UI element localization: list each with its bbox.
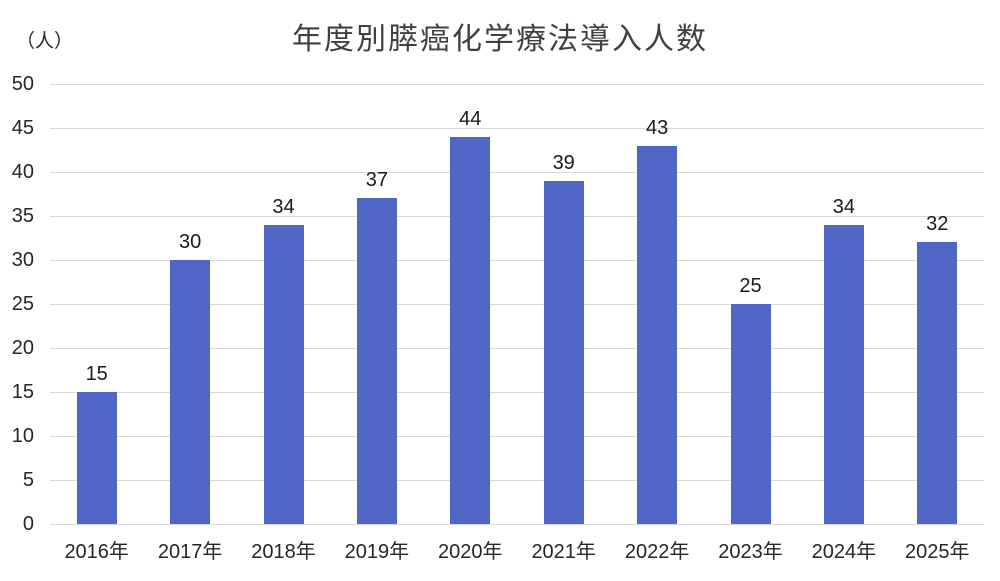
chart-title: 年度別膵癌化学療法導入人数	[292, 23, 708, 56]
x-axis-tick-label: 2016年	[64, 541, 129, 563]
bar-value-label: 30	[178, 231, 202, 253]
x-axis-tick-label: 2024年	[811, 541, 877, 563]
bar-2024年	[823, 224, 864, 524]
bar-value-label: 43	[645, 116, 669, 139]
gridline	[50, 303, 984, 305]
y-axis-tick-label: 5	[22, 469, 34, 491]
gridline	[50, 127, 984, 129]
x-axis-tick-label: 2023年	[718, 541, 783, 563]
x-axis-tick-label: 2021年	[531, 541, 596, 563]
bar-value-label: 25	[739, 275, 762, 297]
bar-value-label: 34	[832, 195, 856, 218]
x-axis-tick-label: 2025年	[905, 541, 970, 563]
x-axis-tick-label: 2022年	[624, 541, 690, 563]
bar-2020年	[450, 136, 491, 524]
gridline	[50, 347, 984, 349]
gridline	[50, 171, 984, 173]
y-axis-tick-label: 50	[11, 73, 34, 95]
y-axis-tick-label: 15	[11, 381, 34, 403]
x-axis-tick-label: 2019年	[344, 541, 410, 563]
bar-2016年	[76, 392, 117, 524]
y-axis-tick-label: 45	[11, 117, 34, 139]
y-axis-tick-label: 40	[11, 161, 34, 183]
gridline	[50, 391, 984, 393]
gridline	[50, 83, 984, 85]
y-axis-tick-label: 20	[11, 337, 34, 359]
y-axis-tick-label: 0	[22, 513, 34, 535]
bar-2017年	[170, 260, 211, 524]
bar-value-label: 34	[272, 195, 295, 218]
bar-value-label: 39	[552, 151, 575, 174]
bar-2025年	[917, 242, 958, 524]
bar-value-label: 32	[926, 213, 949, 236]
y-axis-unit-label: （人）	[16, 31, 74, 52]
bar-2021年	[543, 180, 584, 524]
gridline	[50, 435, 984, 437]
y-axis-tick-label: 10	[11, 425, 34, 447]
x-axis-tick-label: 2020年	[438, 541, 503, 563]
gridline	[50, 259, 984, 261]
y-axis-tick-label: 30	[11, 249, 34, 271]
gridline	[50, 479, 984, 481]
bar-2023年	[730, 304, 771, 524]
bar-2022年	[637, 145, 678, 524]
bar-2019年	[356, 198, 397, 524]
bar-value-label: 44	[459, 107, 482, 130]
y-axis-tick-label: 25	[11, 293, 34, 315]
y-axis-tick-label: 35	[11, 205, 34, 227]
gridline	[50, 215, 984, 217]
bar-value-label: 15	[85, 363, 108, 385]
gridline	[50, 523, 984, 525]
bar-2018年	[263, 224, 304, 524]
x-axis-tick-label: 2018年	[251, 541, 316, 563]
x-axis-tick-label: 2017年	[157, 541, 223, 563]
bar-value-label: 37	[365, 169, 389, 192]
